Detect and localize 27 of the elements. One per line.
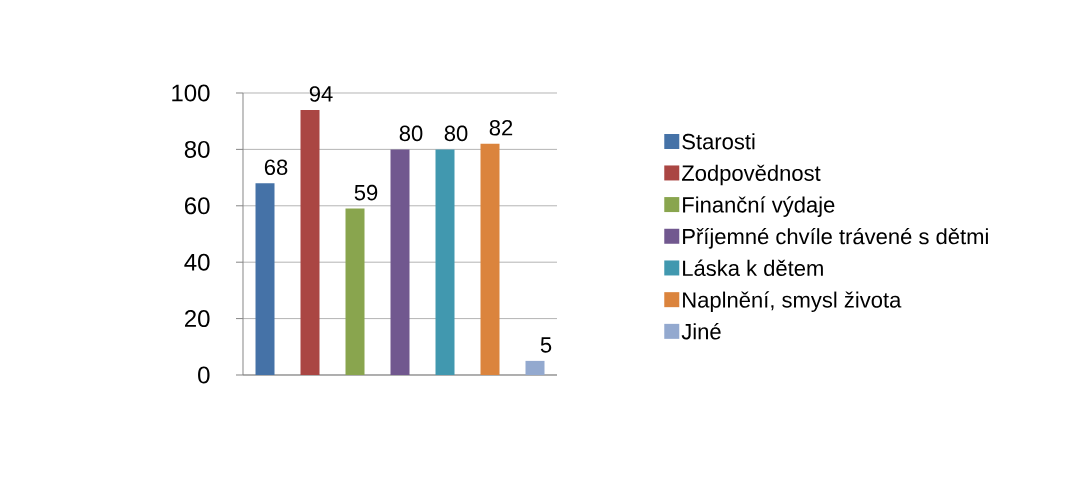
bar [345, 208, 365, 375]
bar [390, 149, 410, 375]
legend-label: Naplnění, smysl života [683, 291, 902, 313]
legend-label: Příjemné chvíle trávené s dětmi [683, 227, 988, 249]
bar [525, 360, 545, 375]
bar [300, 109, 320, 375]
data-label: 94 [309, 86, 333, 102]
legend-label: Finanční výdaje [683, 196, 835, 217]
y-tick-label: 100 [172, 84, 210, 102]
legend-label: Láska k dětem [683, 259, 823, 277]
data-label: 59 [354, 184, 378, 201]
data-label: 68 [264, 159, 288, 176]
y-tick-label: 20 [184, 310, 210, 328]
bar [255, 183, 275, 375]
legend-label: Zodpovědnost [681, 164, 821, 186]
data-label: 82 [489, 119, 513, 136]
y-tick-label: 0 [198, 366, 210, 384]
y-tick-label: 40 [184, 253, 210, 271]
data-label: 80 [399, 125, 423, 142]
data-label: 5 [540, 337, 552, 353]
legend-label: Starosti [682, 133, 755, 150]
bar [480, 143, 500, 375]
y-tick-label: 60 [185, 197, 210, 215]
y-tick-label: 80 [184, 140, 210, 158]
bar [435, 149, 455, 375]
legend-label: Jiné [681, 323, 721, 340]
data-label: 80 [444, 125, 468, 142]
